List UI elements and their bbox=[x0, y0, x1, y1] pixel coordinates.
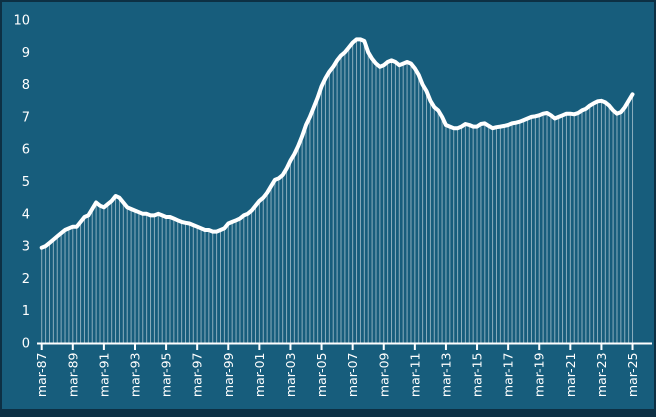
series-line bbox=[39, 37, 635, 250]
x-axis-label: mar-11 bbox=[407, 353, 422, 398]
x-axis-label: mar-99 bbox=[221, 352, 236, 397]
x-axis-label: mar-21 bbox=[563, 353, 578, 398]
x-axis-label: mar-93 bbox=[127, 353, 142, 398]
y-axis-label: 6 bbox=[22, 143, 30, 158]
x-axis-label: mar-89 bbox=[65, 352, 80, 397]
x-axis-label: mar-25 bbox=[625, 353, 640, 398]
y-axis-label: 5 bbox=[22, 175, 30, 190]
y-axis-label: 2 bbox=[22, 272, 30, 287]
droplines bbox=[41, 40, 634, 343]
x-axis-label: mar-13 bbox=[438, 353, 453, 398]
y-axis-label: 1 bbox=[22, 304, 30, 319]
x-axis-label: mar-95 bbox=[159, 353, 174, 398]
y-axis-label: 0 bbox=[22, 337, 30, 352]
x-axis-label: mar-03 bbox=[283, 353, 298, 398]
x-axis-label: mar-19 bbox=[532, 352, 547, 397]
x-axis-label: mar-23 bbox=[594, 353, 609, 398]
x-axis-label: mar-07 bbox=[345, 353, 360, 398]
y-axis-label: 10 bbox=[13, 14, 30, 29]
y-axis-label: 7 bbox=[22, 110, 30, 125]
y-axis-label: 8 bbox=[22, 78, 30, 93]
x-axis-ticks bbox=[40, 344, 634, 350]
y-axis-label: 9 bbox=[22, 46, 30, 61]
x-axis-label: mar-91 bbox=[96, 353, 111, 398]
y-axis-label: 3 bbox=[22, 240, 30, 255]
chart-background bbox=[2, 2, 654, 409]
x-axis-label: mar-17 bbox=[501, 353, 516, 398]
x-axis-labels: mar-87 mar-89 mar-91 mar-93 mar-95 mar-97 mar-… bbox=[34, 352, 640, 397]
x-axis-label: mar-97 bbox=[190, 353, 205, 398]
x-axis-label: mar-05 bbox=[314, 353, 329, 398]
x-axis-label: mar-87 bbox=[34, 353, 49, 398]
y-axis-label: 4 bbox=[22, 207, 30, 222]
x-axis-label: mar-09 bbox=[376, 352, 391, 397]
x-axis-label: mar-15 bbox=[470, 353, 485, 398]
y-axis-labels: 0 1 2 3 4 5 6 7 8 9 10 bbox=[13, 14, 30, 352]
x-axis-label: mar-01 bbox=[252, 353, 267, 398]
